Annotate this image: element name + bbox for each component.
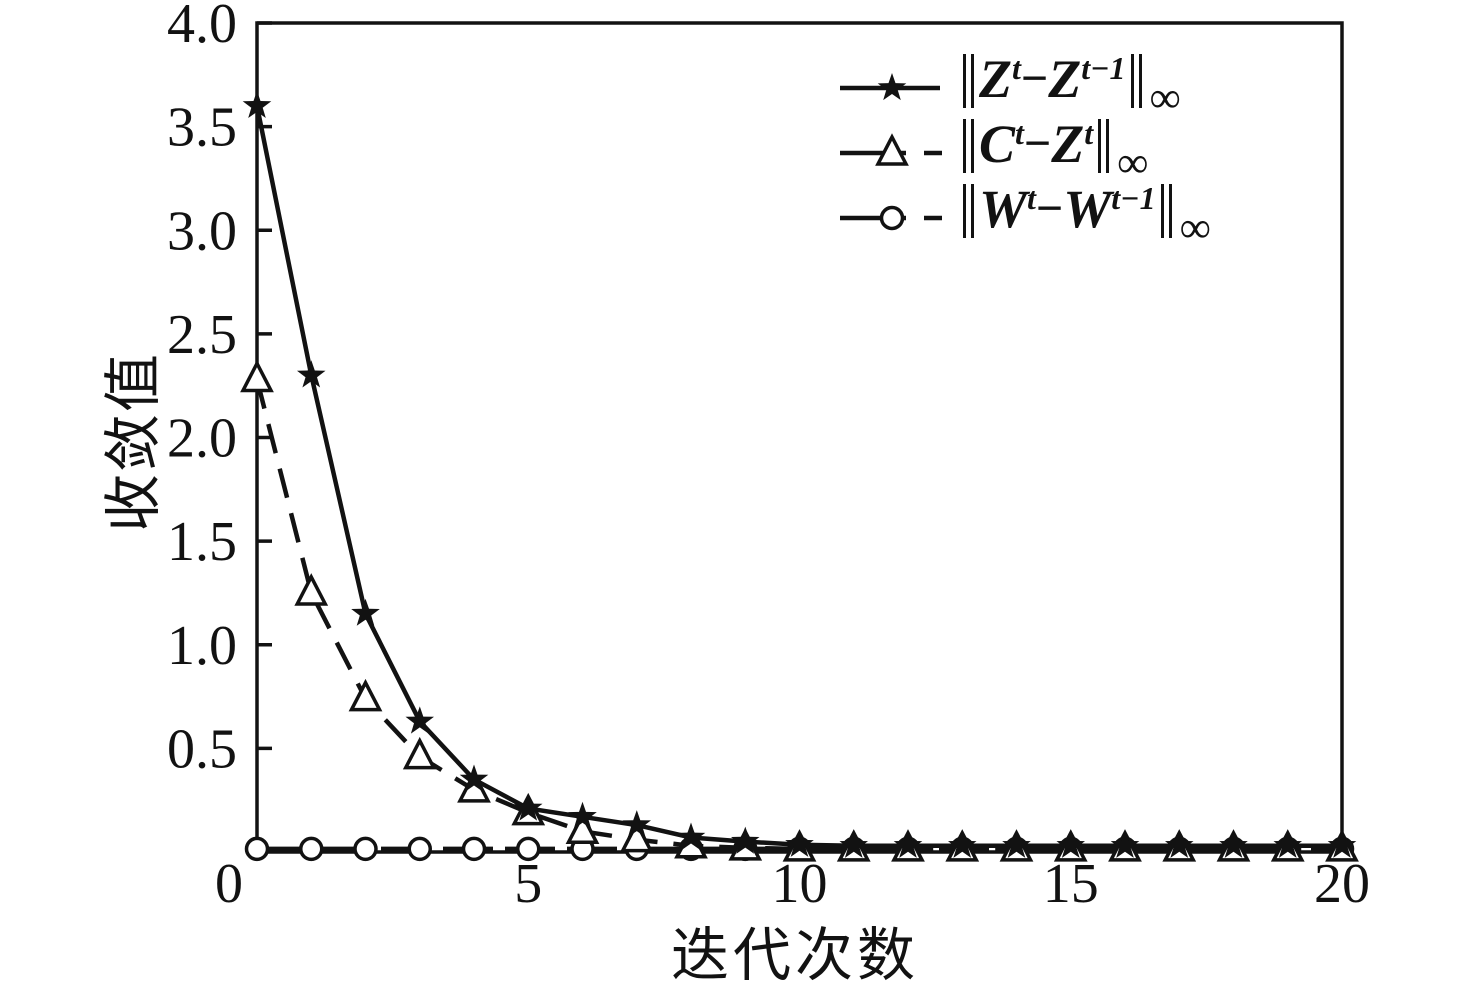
legend-label: Ct−Zt ∞ — [958, 113, 1149, 191]
legend-text-sup: t — [1015, 114, 1024, 151]
star-marker — [877, 73, 907, 101]
x-tick-label: 15 — [1043, 853, 1099, 915]
legend-text-op: − — [1023, 116, 1052, 170]
legend-text-var: Z — [979, 48, 1012, 109]
star-marker — [1110, 830, 1140, 858]
x-tick-label: 20 — [1314, 853, 1370, 915]
norm-bars — [963, 183, 974, 238]
triangle-marker — [240, 359, 274, 393]
legend-label: Wt−Wt−1 ∞ — [958, 178, 1211, 256]
y-tick-label: 0.5 — [167, 718, 237, 780]
legend-line-sample — [840, 133, 942, 166]
legend-item-cz-gap: Ct−Zt ∞ — [836, 115, 1211, 187]
circle-marker — [299, 836, 324, 862]
y-tick-label: 2.0 — [167, 408, 237, 470]
star-marker — [1273, 830, 1302, 858]
triangle-marker — [565, 811, 600, 845]
star-marker — [1165, 830, 1194, 858]
triangle-marker — [875, 133, 909, 166]
norm-bars — [963, 118, 974, 173]
series-z-residual — [242, 90, 1357, 858]
legend-text-sup: t−1 — [1081, 49, 1126, 86]
y-axis-label: 收敛值 — [101, 351, 166, 533]
star-marker — [242, 90, 272, 118]
legend-text-var: W — [979, 178, 1028, 239]
star-marker — [405, 706, 434, 734]
norm-bars — [1098, 118, 1110, 173]
star-marker — [351, 598, 380, 626]
legend-line-sample — [840, 73, 940, 101]
legend-text-op: − — [1020, 51, 1049, 105]
legend-label: Zt−Zt−1 ∞ — [958, 48, 1181, 126]
legend-text-sup: t−1 — [1111, 179, 1156, 216]
legend-line-sample — [840, 205, 942, 231]
circle-marker — [407, 836, 432, 862]
star-marker — [1219, 830, 1248, 858]
legend-item-z-residual: Zt−Zt−1 ∞ — [836, 50, 1211, 122]
legend-item-w-residual: Wt−Wt−1 ∞ — [836, 180, 1211, 252]
star-marker — [514, 793, 543, 821]
x-axis-label: 迭代次数 — [670, 923, 920, 988]
star-marker — [839, 830, 868, 858]
star-marker — [297, 360, 326, 388]
y-tick-label: 3.0 — [167, 200, 237, 262]
star-marker — [785, 829, 814, 857]
series-cz-gap — [240, 359, 1359, 862]
star-marker — [948, 830, 977, 858]
norm-bars — [963, 53, 974, 108]
circle-marker — [461, 836, 487, 862]
y-tick-label: 4.0 — [167, 0, 237, 55]
star-marker — [1056, 830, 1085, 858]
legend-text-inf: ∞ — [1117, 137, 1149, 187]
y-tick-label: 1.0 — [167, 615, 237, 677]
legend-text-var: C — [979, 113, 1016, 174]
star-marker — [676, 822, 706, 850]
legend-text-inf: ∞ — [1149, 72, 1181, 122]
y-tick-label: 3.5 — [167, 97, 237, 159]
circle-marker — [879, 205, 905, 231]
circle-marker — [516, 836, 541, 862]
star-marker — [1327, 830, 1357, 858]
star-marker — [622, 810, 651, 838]
legend-text-inf: ∞ — [1179, 202, 1211, 252]
legend-text-var: Z — [1048, 48, 1082, 109]
norm-bars — [1130, 53, 1142, 108]
star-marker — [568, 801, 597, 829]
legend-text-var: W — [1063, 178, 1112, 239]
norm-bars — [1160, 183, 1172, 238]
star-marker — [731, 826, 760, 854]
x-tick-label: 5 — [514, 853, 542, 915]
y-tick-label: 1.5 — [167, 511, 237, 573]
legend-text-var: Z — [1051, 113, 1085, 174]
y-tick-label: 2.5 — [167, 304, 237, 366]
legend-text-sup: t — [1027, 179, 1036, 216]
star-marker — [459, 764, 489, 792]
x-tick-label: 0 — [215, 853, 243, 915]
triangle-marker — [402, 736, 437, 770]
triangle-marker — [294, 573, 329, 606]
circle-marker — [244, 836, 270, 862]
triangle-marker — [619, 819, 654, 853]
legend-text-op: − — [1035, 181, 1064, 235]
triangle-marker — [348, 678, 383, 712]
legend-text-sup: t — [1012, 49, 1021, 86]
star-marker — [893, 830, 923, 858]
star-marker — [1002, 830, 1031, 858]
legend-text-sup: t — [1084, 114, 1094, 151]
x-tick-label: 10 — [772, 853, 828, 915]
legend: Zt−Zt−1 ∞ Ct−Zt ∞ Wt−Wt−1 ∞ — [836, 50, 1211, 252]
circle-marker — [353, 836, 378, 862]
series-line — [254, 378, 1342, 852]
